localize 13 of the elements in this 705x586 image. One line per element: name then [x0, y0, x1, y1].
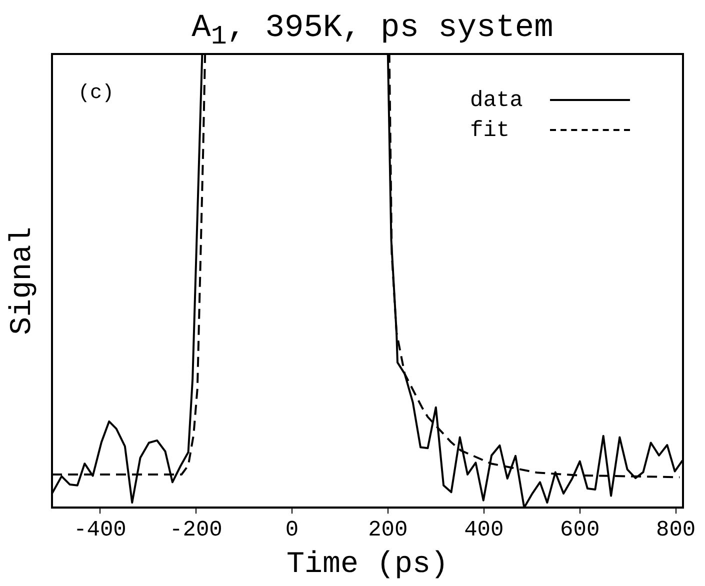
x-tick-label: -400 [74, 518, 126, 543]
y-axis-title: Signal [6, 226, 40, 335]
chart-title: A$_{1}$, 395K, ps system [190, 8, 554, 54]
annotation: (c) [78, 82, 114, 105]
x-tick-label: 600 [560, 518, 600, 543]
x-tick-label: 400 [464, 518, 504, 543]
x-axis-title: Time (ps) [286, 548, 449, 582]
x-tick-label: 800 [656, 518, 696, 543]
x-tick-label: -200 [170, 518, 222, 543]
x-tick-label: 200 [368, 518, 408, 543]
x-tick-label: 0 [285, 518, 299, 543]
legend-label: fit [470, 118, 511, 142]
legend-label: data [470, 88, 524, 112]
